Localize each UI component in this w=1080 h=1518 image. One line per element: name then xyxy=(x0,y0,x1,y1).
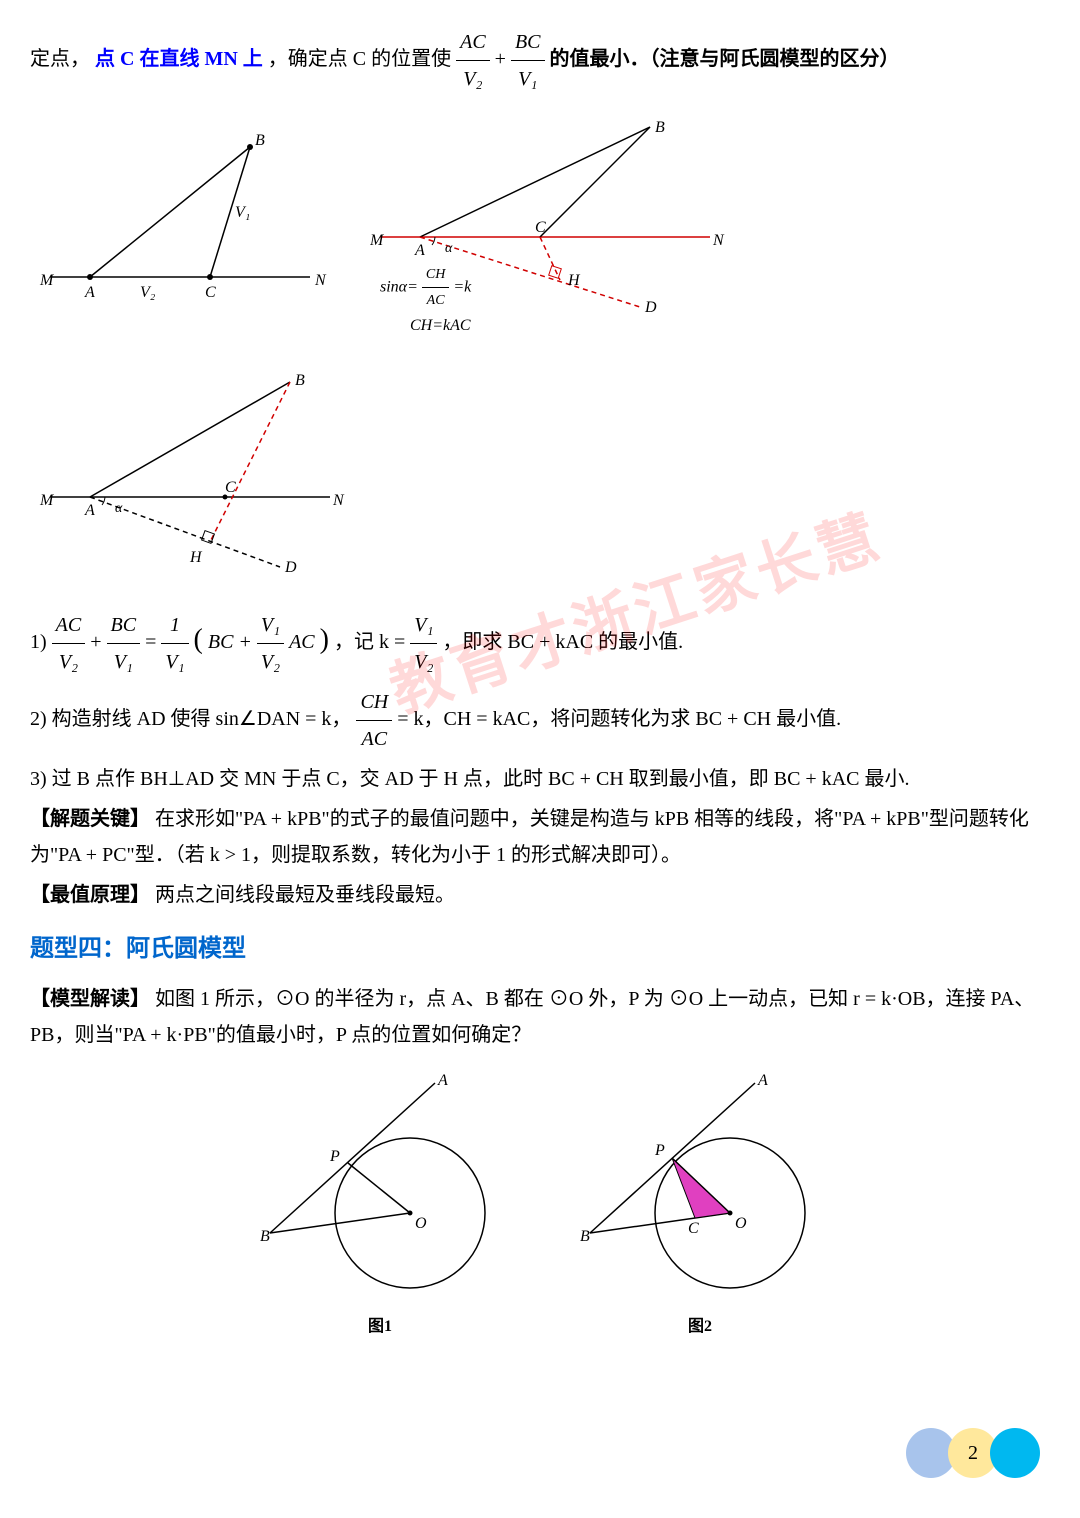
diagram-1-svg: M A V₂ C N B V₁ xyxy=(30,117,330,317)
header-frac2: BC V₁ xyxy=(511,24,545,97)
svg-text:C: C xyxy=(205,284,216,301)
model-text: 如图 1 所示，⊙O 的半径为 r，点 A、B 都在 ⊙O 外，P 为 ⊙O 上… xyxy=(30,988,1034,1046)
header-frac1: AC V₂ xyxy=(456,24,490,97)
figure-2: A B P C O 图2 xyxy=(580,1073,820,1342)
svg-text:N: N xyxy=(712,232,725,249)
svg-text:A: A xyxy=(414,242,425,259)
svg-text:P: P xyxy=(654,1142,665,1159)
svg-text:N: N xyxy=(314,272,327,289)
figure-row: A B P O 图1 A B P C O 图2 xyxy=(30,1073,1050,1342)
diag2-formula1: sinα= CH AC =k xyxy=(380,262,471,313)
key-point: 【解题关键】 在求形如"PA + kPB"的式子的最值问题中，关键是构造与 kP… xyxy=(30,801,1050,873)
step-1: 1) ACV₂ + BCV₁ = 1V₁ ( BC + V₁V₂ AC ) ，记… xyxy=(30,607,1050,680)
figure-1: A B P O 图1 xyxy=(260,1073,500,1342)
key-text: 在求形如"PA + kPB"的式子的最值问题中，关键是构造与 kPB 相等的线段… xyxy=(30,808,1029,866)
fig1-label: 图1 xyxy=(260,1313,500,1342)
svg-text:O: O xyxy=(735,1215,747,1232)
step-2: 2) 构造射线 AD 使得 sin∠DAN = k， CHAC = k，CH =… xyxy=(30,684,1050,757)
svg-text:A: A xyxy=(437,1073,448,1089)
principle: 【最值原理】 两点之间线段最短及垂线段最短。 xyxy=(30,877,1050,913)
diagram-row-1: M A V₂ C N B V₁ M A α C N B H D sin xyxy=(30,117,1050,347)
step-3: 3) 过 B 点作 BH⊥AD 交 MN 于点 C，交 AD 于 H 点，此时 … xyxy=(30,761,1050,797)
footer-circles: 2 xyxy=(906,1428,1040,1478)
svg-text:V₁: V₁ xyxy=(235,204,250,221)
svg-text:A: A xyxy=(757,1073,768,1089)
svg-text:V₂: V₂ xyxy=(140,284,156,301)
svg-text:C: C xyxy=(535,219,546,236)
svg-text:O: O xyxy=(415,1215,427,1232)
diagram-3: M A α C N B H D xyxy=(30,367,350,587)
section-4-title: 题型四：阿氏圆模型 xyxy=(30,928,1050,971)
svg-text:B: B xyxy=(295,372,305,389)
header-blue: 点 C 在直线 MN 上 xyxy=(95,48,263,70)
svg-text:α: α xyxy=(115,501,123,516)
model-read: 【模型解读】 如图 1 所示，⊙O 的半径为 r，点 A、B 都在 ⊙O 外，P… xyxy=(30,981,1050,1053)
svg-text:M: M xyxy=(39,272,55,289)
svg-text:P: P xyxy=(329,1148,340,1165)
diagram-row-2: M A α C N B H D xyxy=(30,367,1050,587)
diagram-1: M A V₂ C N B V₁ xyxy=(30,117,330,347)
svg-text:B: B xyxy=(580,1228,590,1245)
svg-text:A: A xyxy=(84,284,95,301)
svg-text:M: M xyxy=(370,232,385,249)
principle-text: 两点之间线段最短及垂线段最短。 xyxy=(155,884,455,906)
svg-text:C: C xyxy=(688,1220,699,1237)
svg-text:A: A xyxy=(84,502,95,519)
header-suffix: 的值最小．（注意与阿氏圆模型的区分） xyxy=(550,48,900,70)
fig1-svg: A B P O xyxy=(260,1073,500,1313)
svg-text:D: D xyxy=(284,559,297,576)
svg-text:N: N xyxy=(332,492,345,509)
diagram-2: M A α C N B H D sinα= CH AC =k CH=kAC xyxy=(370,117,730,347)
svg-text:H: H xyxy=(567,272,581,289)
model-label: 【模型解读】 xyxy=(30,988,150,1010)
key-label: 【解题关键】 xyxy=(30,808,150,830)
svg-text:α: α xyxy=(445,241,453,256)
svg-text:M: M xyxy=(39,492,55,509)
header-after: ，确定点 C 的位置使 xyxy=(268,48,456,70)
svg-text:B: B xyxy=(260,1228,270,1245)
svg-text:C: C xyxy=(225,479,236,496)
fig2-svg: A B P C O xyxy=(580,1073,820,1313)
fig2-label: 图2 xyxy=(580,1313,820,1342)
diag2-formula2: CH=kAC xyxy=(410,312,471,341)
header-prefix: 定点， xyxy=(30,48,90,70)
principle-label: 【最值原理】 xyxy=(30,884,150,906)
diagram-3-svg: M A α C N B H D xyxy=(30,367,350,587)
svg-text:B: B xyxy=(655,119,665,136)
footer-circle-right xyxy=(990,1428,1040,1478)
svg-text:D: D xyxy=(644,299,657,316)
svg-text:H: H xyxy=(189,549,203,566)
svg-text:B: B xyxy=(255,132,265,149)
header-line: 定点， 点 C 在直线 MN 上 ，确定点 C 的位置使 AC V₂ + BC … xyxy=(30,24,1050,97)
